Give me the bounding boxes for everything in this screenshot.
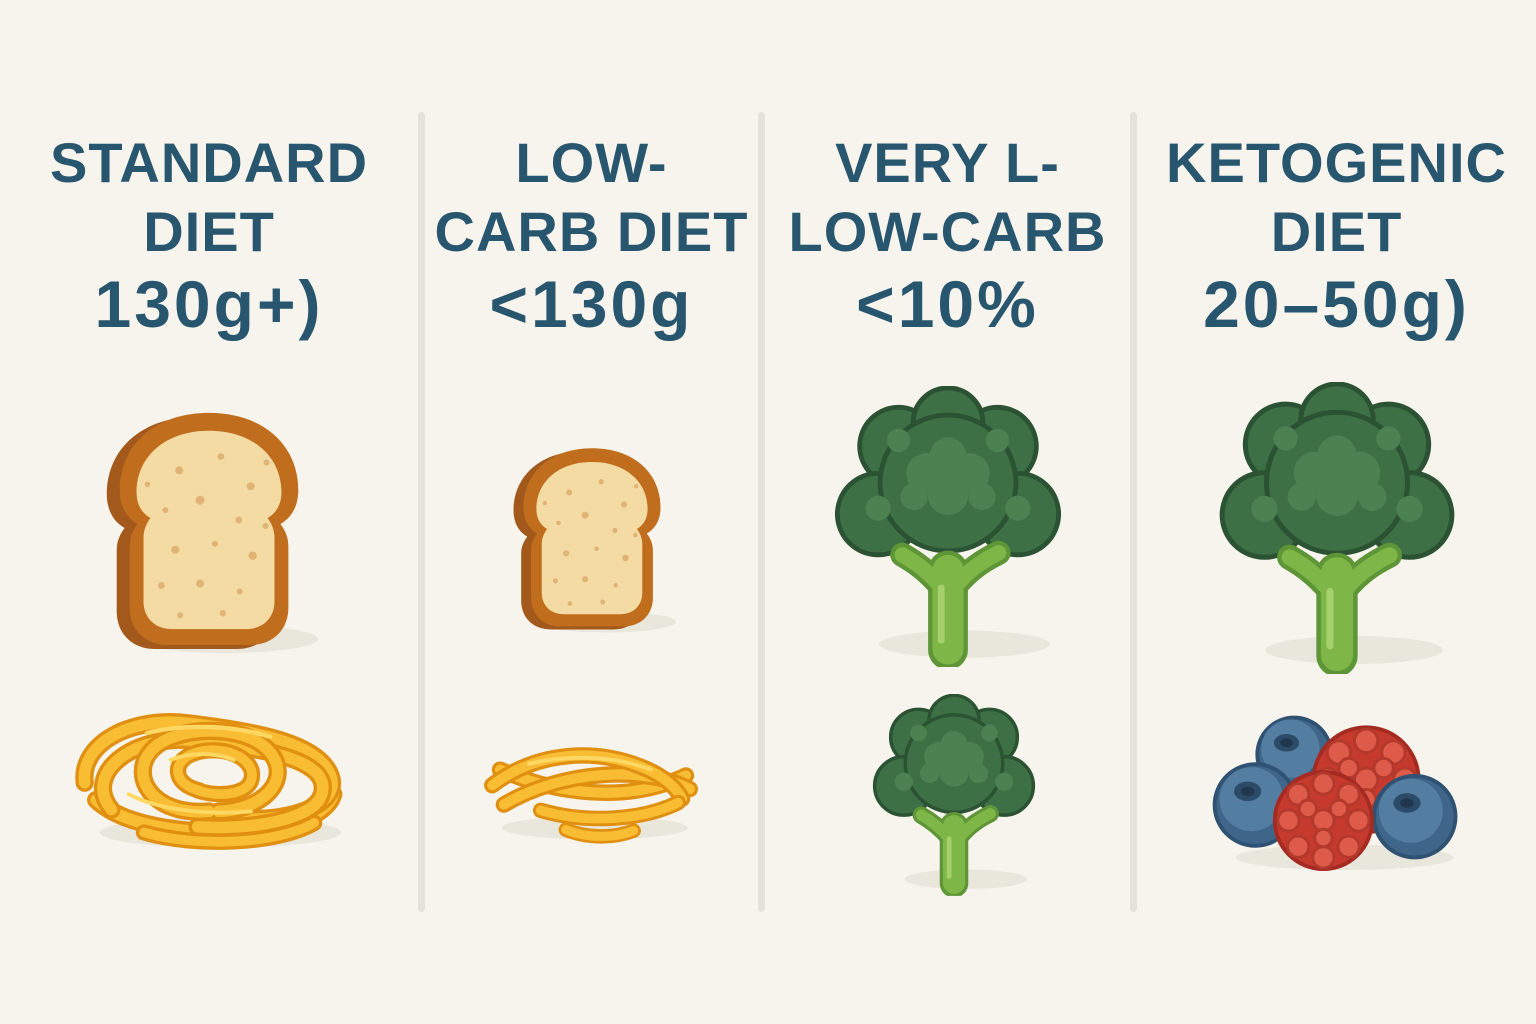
broccoli-icon bbox=[817, 386, 1079, 667]
pasta-pile-large-illustration bbox=[56, 668, 362, 859]
carb-amount: 20–50g) bbox=[1203, 267, 1470, 341]
broccoli-large-illustration bbox=[817, 386, 1079, 667]
column-title-line2: LOW-CARB bbox=[788, 200, 1107, 264]
broccoli-small-illustration bbox=[860, 694, 1048, 896]
column-title-line1: LOW- bbox=[515, 131, 668, 194]
carb-amount: <130g bbox=[489, 267, 694, 341]
column-title: STANDARD DIET bbox=[0, 128, 418, 267]
berries-icon bbox=[1201, 702, 1473, 877]
bread-slice-large-illustration bbox=[80, 393, 338, 661]
broccoli-icon bbox=[860, 694, 1048, 896]
bread-slice-small-illustration bbox=[493, 433, 691, 639]
column-title-line1: KETOGENIC bbox=[1166, 131, 1507, 194]
pasta-strands-icon bbox=[471, 700, 713, 850]
carb-amount: <10% bbox=[856, 267, 1039, 341]
column-title-line1: VERY L- bbox=[835, 131, 1060, 194]
bread-slice-icon bbox=[493, 433, 691, 639]
column-ketogenic-diet: KETOGENIC DIET 20–50g) bbox=[1137, 0, 1536, 1024]
column-standard-diet: STANDARD DIET 130g+) bbox=[0, 0, 418, 1024]
column-low-carb-diet: LOW- CARB DIET <130g bbox=[425, 0, 758, 1024]
column-title-line2: CARB DIET bbox=[434, 200, 749, 264]
column-divider-3 bbox=[1130, 112, 1137, 912]
column-title-line2: DIET bbox=[143, 200, 275, 264]
column-title-line1: STANDARD bbox=[49, 131, 369, 194]
column-title-line2: DIET bbox=[1270, 200, 1403, 264]
column-title: LOW- CARB DIET bbox=[425, 128, 758, 267]
pasta-pile-icon bbox=[56, 668, 362, 859]
carb-amount: 130g+) bbox=[94, 267, 324, 341]
column-divider-1 bbox=[418, 112, 425, 912]
column-title: KETOGENIC DIET bbox=[1137, 128, 1536, 267]
column-very-low-carb-diet: VERY L- LOW-CARB <10% bbox=[765, 0, 1130, 1024]
pasta-strands-small-illustration bbox=[471, 700, 713, 850]
column-title: VERY L- LOW-CARB bbox=[765, 128, 1130, 267]
bread-slice-icon bbox=[80, 393, 338, 661]
broccoli-icon bbox=[1201, 382, 1473, 674]
broccoli-large-illustration bbox=[1201, 382, 1473, 674]
column-divider-2 bbox=[758, 112, 765, 912]
mixed-berries-illustration bbox=[1201, 702, 1473, 877]
